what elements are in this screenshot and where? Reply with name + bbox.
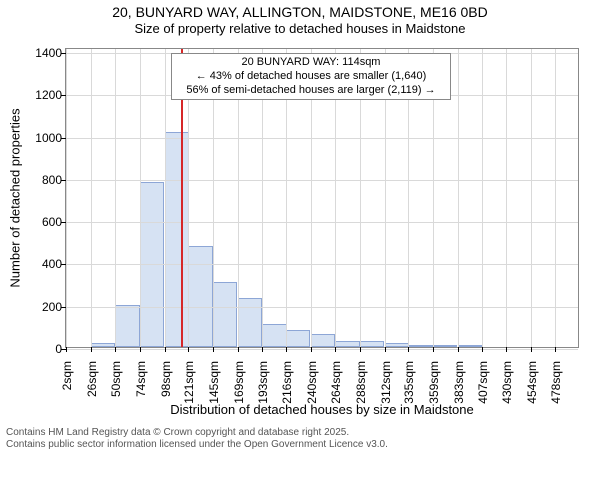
gridline-v <box>66 49 67 347</box>
histogram-bar <box>433 345 457 347</box>
xtick-label: 145sqm <box>205 361 221 404</box>
xtick-mark <box>238 347 239 352</box>
xtick-label: 478sqm <box>547 361 563 404</box>
ytick-label: 0 <box>55 342 66 356</box>
gridline-v <box>482 49 483 347</box>
xtick-label: 335sqm <box>400 361 416 404</box>
histogram-bar <box>311 334 335 347</box>
annotation-line-3: 56% of semi-detached houses are larger (… <box>178 84 444 98</box>
xtick-label: 74sqm <box>132 361 148 397</box>
histogram-bar <box>262 324 286 347</box>
xtick-mark <box>433 347 434 352</box>
chart-area: 0 200 400 600 800 1000 1200 1400 2sqm 26sqm 50sqm 7… <box>0 40 600 425</box>
xtick-mark <box>115 347 116 352</box>
gridline-h <box>66 349 578 350</box>
footer-line-2: Contains public sector information licen… <box>6 439 600 451</box>
gridline-v <box>115 49 116 347</box>
histogram-bar <box>91 343 115 347</box>
gridline-h <box>66 264 578 265</box>
xtick-mark <box>555 347 556 352</box>
xtick-label: 50sqm <box>107 361 123 397</box>
annotation-line-1: 20 BUNYARD WAY: 114sqm <box>178 56 444 70</box>
gridline-v <box>140 49 141 347</box>
xtick-mark <box>66 347 67 352</box>
xtick-label: 121sqm <box>180 361 196 404</box>
title-main: 20, BUNYARD WAY, ALLINGTON, MAIDSTONE, M… <box>0 4 600 20</box>
gridline-h <box>66 222 578 223</box>
ytick-label: 600 <box>42 215 66 229</box>
histogram-bar <box>458 345 482 347</box>
xtick-mark <box>408 347 409 352</box>
xtick-mark <box>140 347 141 352</box>
histogram-bar <box>115 305 139 347</box>
ytick-label: 1200 <box>35 88 66 102</box>
histogram-bar <box>188 246 212 347</box>
xtick-label: 169sqm <box>230 361 246 404</box>
plot-region: 02004006008001000120014002sqm26sqm50sqm7… <box>65 48 579 348</box>
xtick-label: 454sqm <box>523 361 539 404</box>
xtick-mark <box>311 347 312 352</box>
xtick-label: 264sqm <box>327 361 343 404</box>
gridline-h <box>66 307 578 308</box>
histogram-bar <box>360 341 384 347</box>
gridline-v <box>506 49 507 347</box>
histogram-bar <box>213 282 237 347</box>
xtick-mark <box>188 347 189 352</box>
histogram-bar <box>165 132 189 347</box>
xtick-mark <box>506 347 507 352</box>
xtick-label: 98sqm <box>157 361 173 397</box>
xtick-mark <box>385 347 386 352</box>
gridline-h <box>66 180 578 181</box>
histogram-bar <box>385 343 409 347</box>
xtick-label: 359sqm <box>425 361 441 404</box>
histogram-bar <box>238 298 262 347</box>
xtick-label: 407sqm <box>474 361 490 404</box>
gridline-v <box>458 49 459 347</box>
x-axis-label: Distribution of detached houses by size … <box>170 402 474 417</box>
xtick-mark <box>458 347 459 352</box>
gridline-v <box>531 49 532 347</box>
xtick-label: 193sqm <box>254 361 270 404</box>
title-sub: Size of property relative to detached ho… <box>0 21 600 36</box>
ytick-label: 800 <box>42 173 66 187</box>
annotation-line-2: ← 43% of detached houses are smaller (1,… <box>178 70 444 84</box>
xtick-label: 430sqm <box>498 361 514 404</box>
xtick-label: 383sqm <box>450 361 466 404</box>
xtick-mark <box>286 347 287 352</box>
gridline-v <box>165 49 166 347</box>
gridline-h <box>66 138 578 139</box>
ytick-label: 200 <box>42 300 66 314</box>
footer: Contains HM Land Registry data © Crown c… <box>0 427 600 451</box>
gridline-v <box>91 49 92 347</box>
xtick-label: 312sqm <box>377 361 393 404</box>
ytick-label: 1400 <box>35 46 66 60</box>
xtick-mark <box>482 347 483 352</box>
xtick-mark <box>213 347 214 352</box>
y-axis-label: Number of detached properties <box>8 108 23 287</box>
xtick-label: 216sqm <box>278 361 294 404</box>
histogram-bar <box>408 345 432 347</box>
xtick-mark <box>335 347 336 352</box>
xtick-label: 26sqm <box>83 361 99 397</box>
xtick-mark <box>262 347 263 352</box>
ytick-label: 1000 <box>35 131 66 145</box>
gridline-v <box>555 49 556 347</box>
xtick-mark <box>91 347 92 352</box>
xtick-label: 2sqm <box>58 361 74 390</box>
xtick-mark <box>360 347 361 352</box>
xtick-label: 288sqm <box>352 361 368 404</box>
histogram-bar <box>286 330 310 347</box>
histogram-bar <box>335 341 359 347</box>
annotation-box: 20 BUNYARD WAY: 114sqm ← 43% of detached… <box>171 53 451 100</box>
xtick-mark <box>531 347 532 352</box>
ytick-label: 400 <box>42 257 66 271</box>
footer-line-1: Contains HM Land Registry data © Crown c… <box>6 427 600 439</box>
xtick-mark <box>165 347 166 352</box>
xtick-label: 240sqm <box>303 361 319 404</box>
